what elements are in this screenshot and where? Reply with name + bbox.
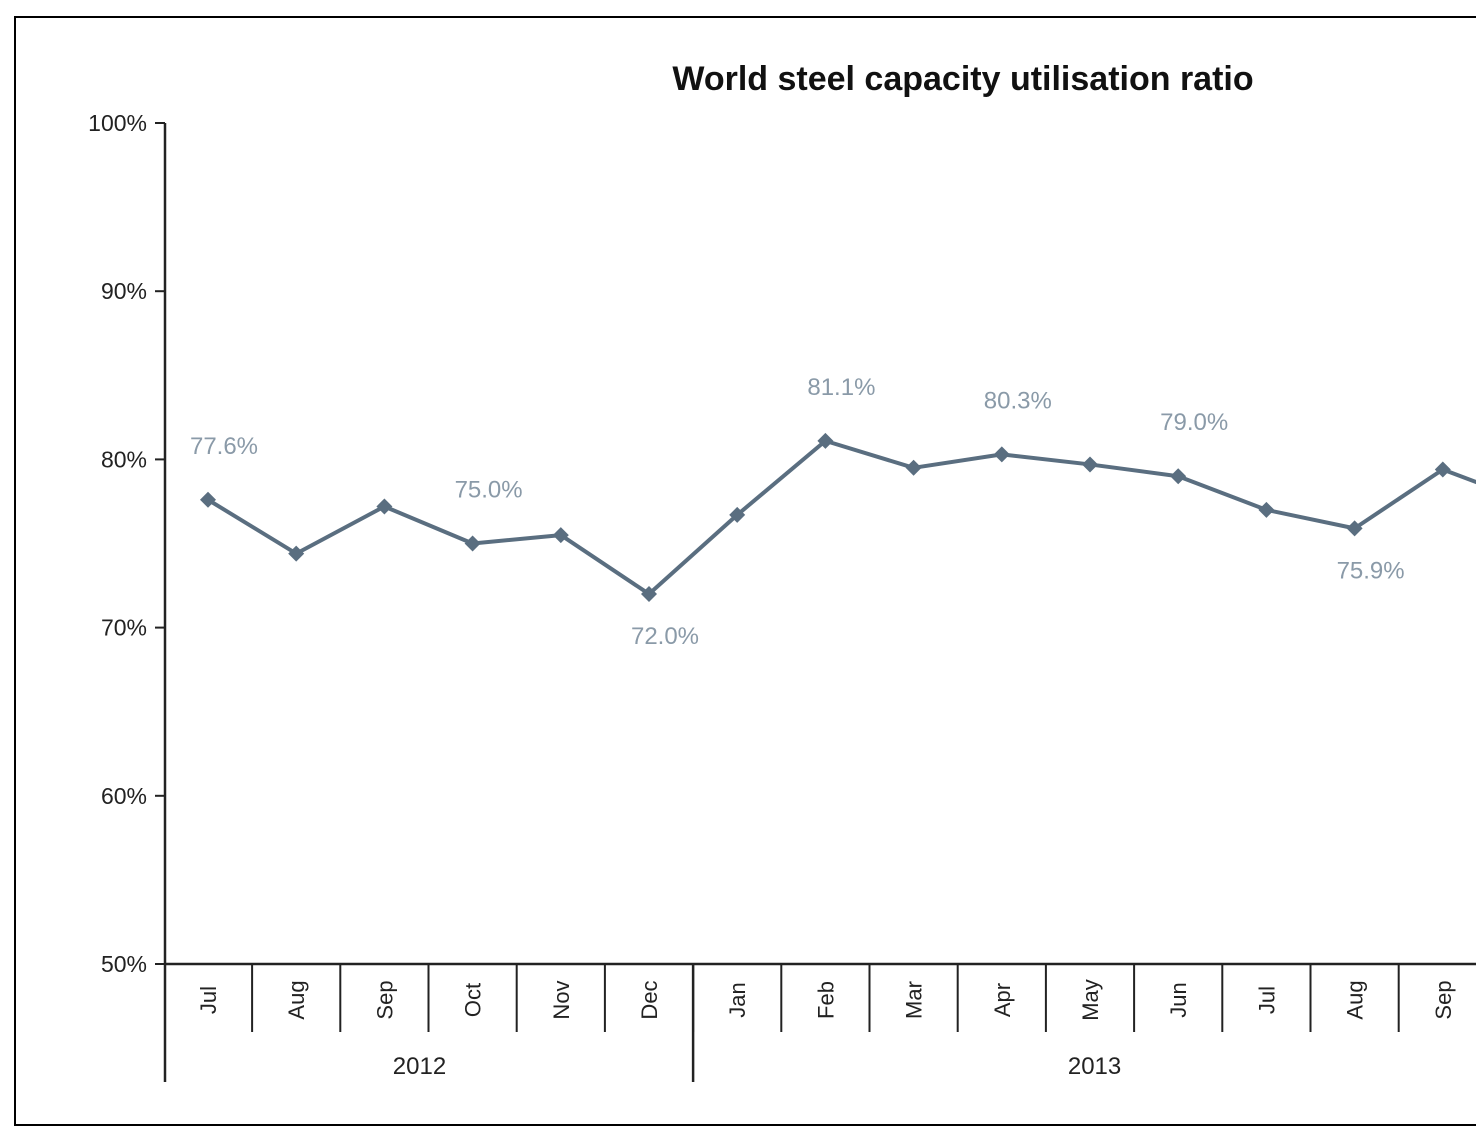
series-line — [206, 438, 1444, 596]
data-point-marker — [1170, 468, 1187, 485]
data-point-marker — [905, 459, 922, 476]
x-tick-label: Aug — [284, 980, 309, 1019]
series-group — [200, 432, 1476, 602]
data-label: 79.0% — [1160, 409, 1228, 436]
x-tick-label: May — [1078, 979, 1103, 1021]
data-point-marker — [817, 432, 834, 449]
data-point-marker — [552, 527, 569, 544]
x-tick-label: Nov — [549, 980, 574, 1019]
x-tick-label: Jul — [1254, 986, 1279, 1014]
data-point-marker — [993, 446, 1010, 463]
data-point-marker — [288, 545, 305, 562]
data-point-marker — [729, 506, 746, 523]
y-tick-label: 70% — [101, 615, 147, 641]
y-axis: 50% 60% 70% 80% 90% 100% — [88, 110, 167, 1082]
y-tick-label: 80% — [101, 446, 147, 472]
x-tick-label: Aug — [1343, 980, 1368, 1019]
data-label: 80.3% — [984, 387, 1052, 414]
y-tick-label: 100% — [88, 110, 147, 136]
year-label: 2013 — [1068, 1053, 1121, 1080]
x-tick-label: Apr — [990, 983, 1015, 1017]
data-point-marker — [464, 535, 481, 552]
data-label: 77.6% — [190, 433, 258, 460]
x-tick-label: Mar — [902, 981, 927, 1019]
x-tick-label: Jun — [1166, 982, 1191, 1017]
y-tick-label: 50% — [101, 951, 147, 977]
data-point-marker — [200, 491, 216, 508]
year-label: 2012 — [393, 1053, 446, 1080]
data-label: 81.1% — [807, 374, 875, 401]
x-tick-label: Sep — [372, 980, 397, 1019]
data-point-marker — [1082, 456, 1098, 473]
y-tick-label: 90% — [101, 278, 147, 304]
data-label: 75.9% — [1337, 557, 1405, 584]
data-label: 75.0% — [455, 477, 523, 504]
data-point-marker — [376, 498, 393, 515]
x-tick-label: Dec — [637, 980, 662, 1019]
data-labels: 77.6% 75.0% 72.0% 81.1% 80.3% 79.0% 75.9% — [190, 374, 1405, 650]
data-point-marker — [1258, 501, 1275, 518]
data-point-marker — [1434, 461, 1451, 478]
x-tick-label: Feb — [813, 981, 838, 1019]
data-point-marker — [1346, 520, 1363, 537]
series-line-tail — [1442, 467, 1476, 485]
y-tick-label: 60% — [101, 783, 147, 809]
x-tick-label: Jan — [725, 982, 750, 1017]
data-label: 72.0% — [631, 623, 699, 650]
chart-title: World steel capacity utilisation ratio — [672, 60, 1253, 98]
chart-frame — [14, 16, 1476, 1126]
x-axis: Jul Aug Sep Oct Nov Dec Jan Feb Mar Apr May Jun Jul A… — [165, 962, 1476, 1082]
x-tick-label: Jul — [196, 986, 221, 1014]
x-tick-label: Sep — [1431, 980, 1456, 1019]
x-tick-label: Oct — [461, 983, 486, 1017]
data-point-marker — [641, 585, 657, 602]
